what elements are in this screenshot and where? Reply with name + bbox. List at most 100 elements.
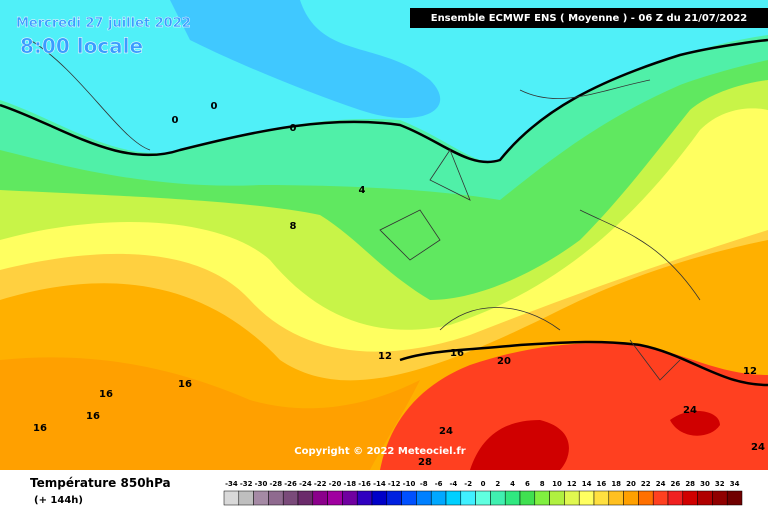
legend-label: -14 bbox=[373, 480, 386, 488]
legend-swatch bbox=[667, 490, 684, 506]
legend-swatch bbox=[726, 490, 743, 506]
contour-label: 0 bbox=[172, 115, 179, 126]
legend-label: -26 bbox=[284, 480, 297, 488]
legend-label: -18 bbox=[343, 480, 356, 488]
legend-label: 2 bbox=[495, 480, 500, 488]
contour-label: 16 bbox=[99, 389, 113, 400]
contour-label: 24 bbox=[439, 426, 453, 437]
legend-label: -24 bbox=[299, 480, 312, 488]
legend-label: -16 bbox=[358, 480, 371, 488]
legend-label: 16 bbox=[597, 480, 607, 488]
legend-swatch bbox=[386, 490, 402, 506]
variable-title: Température 850hPa bbox=[30, 476, 171, 490]
legend-swatch bbox=[416, 490, 432, 506]
legend-label: -4 bbox=[450, 480, 458, 488]
coastline bbox=[29, 39, 701, 381]
legend-swatch bbox=[534, 490, 550, 506]
legend-swatch bbox=[623, 490, 639, 506]
legend-swatch bbox=[342, 490, 358, 506]
legend-label: 6 bbox=[525, 480, 530, 488]
contour-label: 0 bbox=[211, 101, 218, 112]
legend-label: 14 bbox=[582, 480, 592, 488]
legend-label: 18 bbox=[611, 480, 621, 488]
legend-swatch bbox=[460, 490, 476, 506]
temp-band bbox=[170, 0, 441, 119]
legend-swatch bbox=[593, 490, 610, 506]
contour-label: 16 bbox=[450, 348, 464, 359]
legend-swatch bbox=[712, 490, 728, 506]
legend-label: -8 bbox=[420, 480, 428, 488]
contour-label: 24 bbox=[683, 405, 697, 416]
legend-label: 24 bbox=[656, 480, 666, 488]
contour-label: 28 bbox=[418, 457, 432, 468]
legend-swatch bbox=[578, 490, 595, 506]
legend-swatch bbox=[652, 490, 669, 506]
legend-swatch bbox=[253, 490, 269, 506]
legend-label: 4 bbox=[510, 480, 515, 488]
legend-swatch bbox=[312, 490, 328, 506]
legend-swatch bbox=[608, 490, 624, 506]
legend-label: 28 bbox=[685, 480, 695, 488]
legend-label: -34 bbox=[225, 480, 238, 488]
legend-label: 26 bbox=[671, 480, 681, 488]
temp-band bbox=[0, 357, 420, 470]
legend-label: 8 bbox=[540, 480, 545, 488]
contour-label: 12 bbox=[378, 351, 392, 362]
contour-label: 20 bbox=[497, 356, 511, 367]
contour-label: 0 bbox=[290, 123, 297, 134]
legend-swatch bbox=[504, 490, 521, 506]
legend-swatch bbox=[445, 490, 462, 506]
legend-label: -12 bbox=[388, 480, 401, 488]
legend-label: 0 bbox=[481, 480, 486, 488]
contour-label: 8 bbox=[290, 221, 297, 232]
legend-label: 22 bbox=[641, 480, 651, 488]
legend-swatch bbox=[549, 490, 565, 506]
legend-label: -20 bbox=[329, 480, 342, 488]
legend-swatch bbox=[401, 490, 417, 506]
contour-label: 16 bbox=[178, 379, 192, 390]
legend-swatch bbox=[356, 490, 373, 506]
legend-swatch bbox=[490, 490, 506, 506]
legend-label: -6 bbox=[435, 480, 443, 488]
contour-zero bbox=[0, 38, 768, 164]
legend-swatch bbox=[697, 490, 713, 506]
legend-swatch bbox=[282, 490, 299, 506]
date-title: Mercredi 27 juillet 2022 bbox=[16, 16, 191, 31]
legend-label: -22 bbox=[314, 480, 327, 488]
legend-swatch bbox=[638, 490, 654, 506]
copyright: Copyright © 2022 Meteociel.fr bbox=[294, 446, 465, 457]
contour-label: 16 bbox=[86, 411, 100, 422]
legend-swatch bbox=[238, 490, 254, 506]
legend-label: -28 bbox=[269, 480, 282, 488]
legend-swatch bbox=[327, 490, 343, 506]
run-info: Ensemble ECMWF ENS ( Moyenne ) - 06 Z du… bbox=[431, 13, 748, 24]
legend-swatch bbox=[297, 490, 314, 506]
temp-band bbox=[380, 343, 768, 470]
legend-swatch bbox=[564, 490, 580, 506]
legend-swatch bbox=[519, 490, 536, 506]
legend-label: 32 bbox=[715, 480, 725, 488]
legend-swatch bbox=[371, 490, 388, 506]
run-box bbox=[410, 8, 768, 28]
contour-label: 24 bbox=[751, 442, 765, 453]
time-title: 8:00 locale bbox=[20, 34, 143, 58]
legend-swatch bbox=[682, 490, 698, 506]
contour-label: 4 bbox=[359, 185, 366, 196]
contour-twenty bbox=[399, 340, 768, 387]
legend-swatch bbox=[223, 490, 240, 506]
temp-band bbox=[470, 410, 720, 470]
legend-label: -2 bbox=[464, 480, 472, 488]
legend-label: 30 bbox=[700, 480, 710, 488]
legend-label: -32 bbox=[240, 480, 253, 488]
legend-label: 20 bbox=[626, 480, 636, 488]
legend-label: 10 bbox=[552, 480, 562, 488]
legend-label: 34 bbox=[730, 480, 740, 488]
legend-swatch bbox=[268, 490, 284, 506]
lead-time: (+ 144h) bbox=[34, 495, 83, 506]
legend-label: -10 bbox=[403, 480, 416, 488]
legend-label: -30 bbox=[255, 480, 268, 488]
legend-label: 12 bbox=[567, 480, 577, 488]
contour-label: 16 bbox=[33, 423, 47, 434]
contour-label: 12 bbox=[743, 366, 757, 377]
